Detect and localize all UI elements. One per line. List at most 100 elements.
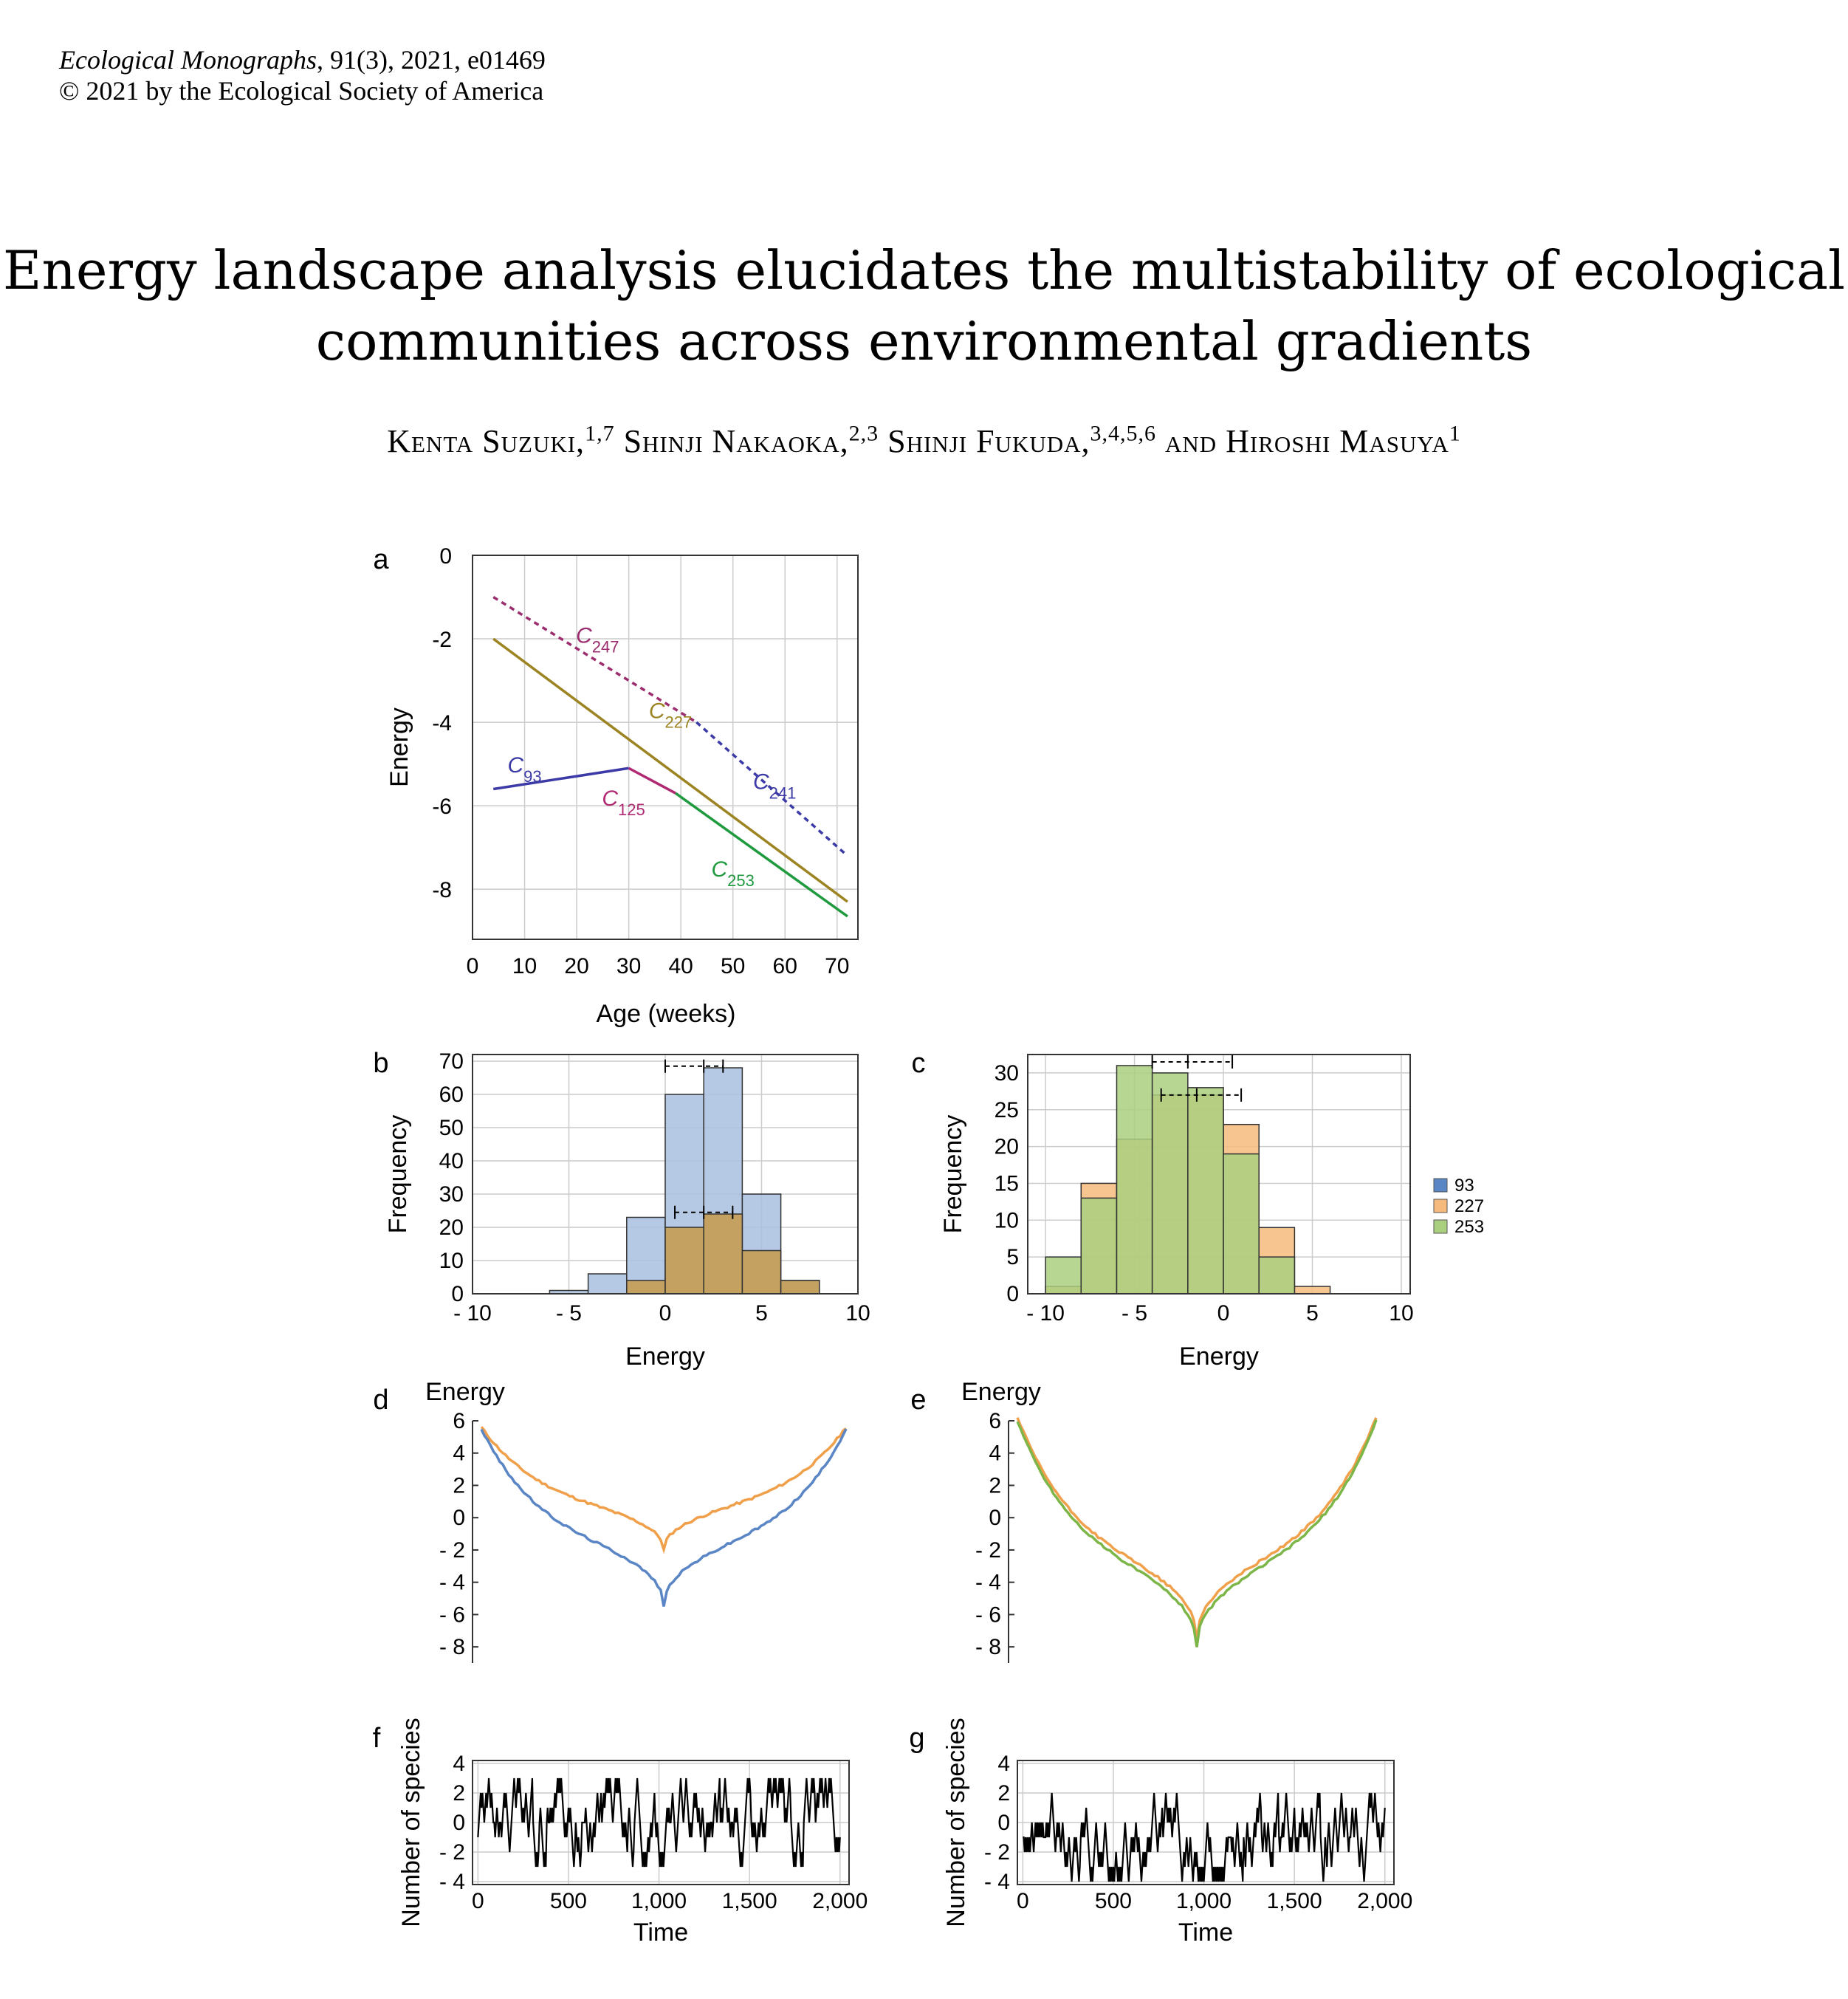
x-tick-label: 0 bbox=[467, 954, 479, 978]
y-tick-label: 6 bbox=[453, 1409, 465, 1433]
x-tick-label: - 10 bbox=[1026, 1301, 1065, 1326]
y-tick-label: 50 bbox=[439, 1116, 464, 1140]
y-tick-label: - 4 bbox=[975, 1571, 1001, 1595]
author-2: Shinji Nakaoka,2,3 bbox=[623, 421, 879, 459]
y-tick-label: - 2 bbox=[984, 1840, 1010, 1865]
y-tick-label: - 6 bbox=[439, 1602, 465, 1627]
title-line-2: communities across environmental gradien… bbox=[315, 310, 1533, 372]
legend-swatch-93 bbox=[1433, 1178, 1448, 1193]
y-tick-label: 0 bbox=[989, 1506, 1001, 1530]
y-tick-label: -4 bbox=[432, 711, 452, 736]
y-tick-label: 2 bbox=[989, 1473, 1001, 1498]
series-C93 bbox=[492, 767, 629, 791]
plot-frame bbox=[472, 555, 859, 940]
y-tick-label: - 4 bbox=[439, 1571, 465, 1595]
x-tick-label: 70 bbox=[825, 954, 849, 978]
plot-frame bbox=[1017, 1760, 1395, 1885]
y-tick-label: -8 bbox=[432, 878, 452, 902]
y-tick-label: 25 bbox=[995, 1098, 1019, 1122]
series-label: C125 bbox=[602, 786, 645, 819]
plot-frame bbox=[472, 1054, 859, 1295]
series-C247 bbox=[492, 596, 698, 724]
series-label: C247 bbox=[576, 624, 619, 656]
x-tick-label: 5 bbox=[1306, 1301, 1319, 1326]
y-tick-label: 4 bbox=[997, 1752, 1010, 1776]
bar-253 bbox=[1223, 1153, 1260, 1295]
y-axis-label: Frequency bbox=[384, 1115, 412, 1234]
x-tick-label: 10 bbox=[1389, 1301, 1413, 1326]
y-tick-label: 0 bbox=[1006, 1282, 1019, 1306]
x-tick-label: 1,000 bbox=[631, 1889, 687, 1913]
panel-g: 4 2 0 - 2 - 4 0 500 1,000 1,500 2,000 Time Number o… bbox=[942, 1718, 1412, 1947]
x-tick-label: 1,000 bbox=[1176, 1889, 1232, 1913]
x-tick-label: 30 bbox=[616, 954, 641, 978]
y-tick-label: 4 bbox=[989, 1441, 1001, 1466]
journal-citation: , 91(3), 2021, e01469 bbox=[316, 45, 546, 75]
series-label: C227 bbox=[649, 699, 692, 731]
author-1: Kenta Suzuki,1,7 bbox=[387, 421, 615, 459]
y-axis-label: Number of species bbox=[942, 1718, 970, 1927]
y-tick-label: 30 bbox=[439, 1182, 464, 1207]
x-tick-label: 50 bbox=[721, 954, 745, 978]
y-axis-label: Energy bbox=[385, 707, 413, 787]
x-axis-label: Time bbox=[1178, 1919, 1233, 1947]
y-tick-label: - 2 bbox=[439, 1840, 465, 1865]
journal-header: Ecological Monographs, 91(3), 2021, e014… bbox=[59, 44, 546, 106]
author-list: Kenta Suzuki,1,7 Shinji Nakaoka,2,3 Shin… bbox=[0, 421, 1848, 460]
series-orange bbox=[1016, 1417, 1378, 1639]
y-tick-label: 70 bbox=[439, 1049, 464, 1074]
y-tick-label: 10 bbox=[995, 1208, 1019, 1232]
x-axis-label: Time bbox=[633, 1919, 688, 1947]
author-3: Shinji Fukuda,3,4,5,6 bbox=[887, 421, 1156, 459]
y-tick-label: 2 bbox=[453, 1781, 465, 1806]
panel-label-g: g bbox=[909, 1723, 924, 1754]
y-tick-label: - 2 bbox=[975, 1538, 1001, 1563]
panel-label-f: f bbox=[373, 1723, 381, 1754]
y-tick-label: 2 bbox=[997, 1781, 1010, 1806]
bar-253 bbox=[1151, 1072, 1189, 1295]
x-tick-label: 5 bbox=[755, 1301, 768, 1326]
x-tick-label: 2,000 bbox=[1357, 1889, 1412, 1913]
x-tick-label: 0 bbox=[472, 1889, 484, 1913]
x-axis-label: Age (weeks) bbox=[597, 1000, 736, 1028]
copyright-line: © 2021 by the Ecological Society of Amer… bbox=[59, 76, 544, 106]
x-tick-label: 1,500 bbox=[722, 1889, 777, 1913]
x-tick-label: 1,500 bbox=[1267, 1889, 1322, 1913]
legend-label-93: 93 bbox=[1454, 1176, 1474, 1196]
bar-253 bbox=[1045, 1256, 1082, 1295]
legend-swatch-253 bbox=[1433, 1219, 1448, 1234]
series-walk bbox=[477, 1777, 841, 1868]
x-tick-label: 2,000 bbox=[812, 1889, 868, 1913]
y-tick-label: - 8 bbox=[439, 1635, 465, 1659]
plot-frame bbox=[472, 1760, 850, 1885]
panel-label-a: a bbox=[373, 544, 389, 575]
y-tick-label: 40 bbox=[439, 1149, 464, 1173]
x-tick-label: 40 bbox=[668, 954, 693, 978]
legend-swatch-227 bbox=[1433, 1199, 1448, 1213]
series-C125 bbox=[628, 767, 676, 795]
bar-227 bbox=[741, 1249, 782, 1295]
author-4: and Hiroshi Masuya1 bbox=[1165, 421, 1461, 459]
y-tick-label: 0 bbox=[439, 544, 452, 569]
y-axis-label: Number of species bbox=[397, 1718, 425, 1927]
series-blue bbox=[480, 1428, 848, 1607]
series-green bbox=[1016, 1419, 1378, 1647]
y-tick-label: 5 bbox=[1006, 1245, 1019, 1269]
y-tick-label: 6 bbox=[989, 1409, 1001, 1433]
bar-227 bbox=[703, 1213, 743, 1295]
x-axis-label: Energy bbox=[625, 1343, 705, 1371]
y-tick-label: - 2 bbox=[439, 1538, 465, 1563]
legend-label-253: 253 bbox=[1454, 1217, 1484, 1237]
y-tick-label: 60 bbox=[439, 1083, 464, 1107]
panel-d: 6 4 2 0 - 2 - 4 - 6 - 8 Energy bbox=[425, 1378, 848, 1663]
x-axis-label: Energy bbox=[1179, 1343, 1259, 1371]
y-tick-label: - 4 bbox=[984, 1870, 1010, 1894]
bar-227 bbox=[664, 1227, 704, 1295]
bar-227 bbox=[780, 1280, 820, 1295]
y-tick-label: 2 bbox=[453, 1473, 465, 1498]
y-tick-label: 0 bbox=[453, 1811, 465, 1835]
y-tick-label: - 4 bbox=[439, 1870, 465, 1894]
bar-253 bbox=[1080, 1197, 1118, 1295]
x-tick-label: - 5 bbox=[1121, 1301, 1147, 1326]
